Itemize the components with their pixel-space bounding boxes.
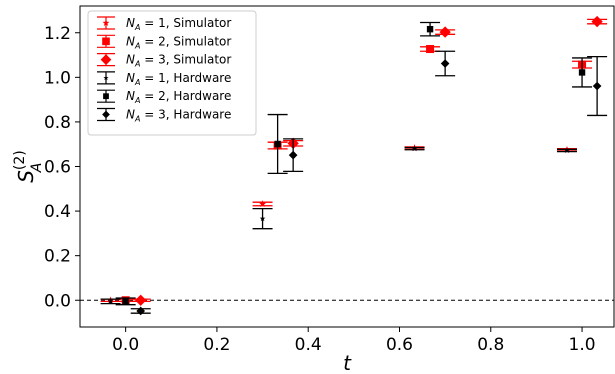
legend: NA = 1, Simulator NA = 2, Simulator NA = 3… — [87, 10, 257, 136]
x-tick-label: 0.8 — [477, 335, 504, 355]
legend-box — [87, 10, 257, 136]
legend-label: NA = 2, Hardware — [126, 89, 231, 105]
star-marker — [107, 298, 114, 304]
x-tick-label: 0.4 — [295, 335, 322, 355]
legend-label: NA = 1, Simulator — [126, 16, 231, 32]
series — [130, 15, 608, 306]
y-axis-label: S(2)A — [12, 150, 45, 183]
y-tick-label: 0.4 — [44, 202, 71, 222]
y-tick-label: 0.6 — [44, 158, 71, 178]
square-marker — [102, 37, 110, 46]
y-tick-label: 1.2 — [44, 24, 71, 44]
diamond-marker — [102, 110, 110, 119]
diamond-marker — [440, 59, 450, 68]
legend-label: NA = 3, Simulator — [126, 53, 231, 69]
y-tick-label: 1.0 — [44, 68, 71, 88]
legend-label: NA = 2, Simulator — [126, 34, 231, 50]
diamond-marker — [135, 294, 147, 306]
series — [100, 145, 577, 305]
axis-ticks: 0.0 0.2 0.4 0.6 0.8 1.0 0.0 0.2 0.4 0.6 0.8 1.0 1.2 — [44, 24, 596, 355]
y-tick-label: 0.0 — [44, 291, 71, 311]
y-tick-label: 0.2 — [44, 247, 71, 267]
legend-entry: NA = 3, Hardware — [97, 108, 231, 124]
star-marker — [102, 19, 110, 26]
diamond-marker — [591, 15, 603, 28]
y-tick-label: 0.8 — [44, 113, 71, 133]
series — [100, 144, 577, 304]
series — [130, 50, 608, 316]
diamond-marker — [439, 26, 451, 38]
diamond-marker — [288, 150, 298, 160]
legend-label: NA = 3, Hardware — [126, 108, 231, 124]
x-tick-label: 0.6 — [386, 335, 413, 355]
star-marker — [564, 147, 570, 153]
square-marker — [426, 25, 434, 33]
series — [115, 21, 593, 306]
legend-entry: NA = 3, Simulator — [97, 53, 231, 69]
x-tick-label: 0.2 — [203, 335, 230, 355]
x-tick-label: 1.0 — [569, 335, 596, 355]
diamond-marker — [100, 54, 112, 65]
legend-entry: NA = 1, Simulator — [97, 16, 231, 32]
diamond-marker — [136, 306, 146, 316]
star-marker — [259, 215, 266, 222]
legend-entry: NA = 1, Hardware — [97, 71, 231, 87]
square-marker — [578, 69, 586, 76]
star-marker — [258, 200, 267, 208]
square-marker — [103, 93, 109, 100]
x-tick-label: 0.0 — [112, 335, 139, 355]
legend-entry: NA = 2, Simulator — [97, 34, 231, 50]
diamond-marker — [592, 81, 602, 91]
legend-entry: NA = 2, Hardware — [97, 89, 231, 105]
star-marker — [411, 145, 418, 152]
square-marker — [122, 298, 129, 305]
legend-label: NA = 1, Hardware — [126, 71, 231, 87]
plot-area — [80, 15, 614, 316]
x-axis-label: t — [343, 351, 352, 374]
square-marker — [274, 140, 281, 148]
star-marker — [103, 75, 109, 81]
square-marker — [426, 45, 435, 54]
